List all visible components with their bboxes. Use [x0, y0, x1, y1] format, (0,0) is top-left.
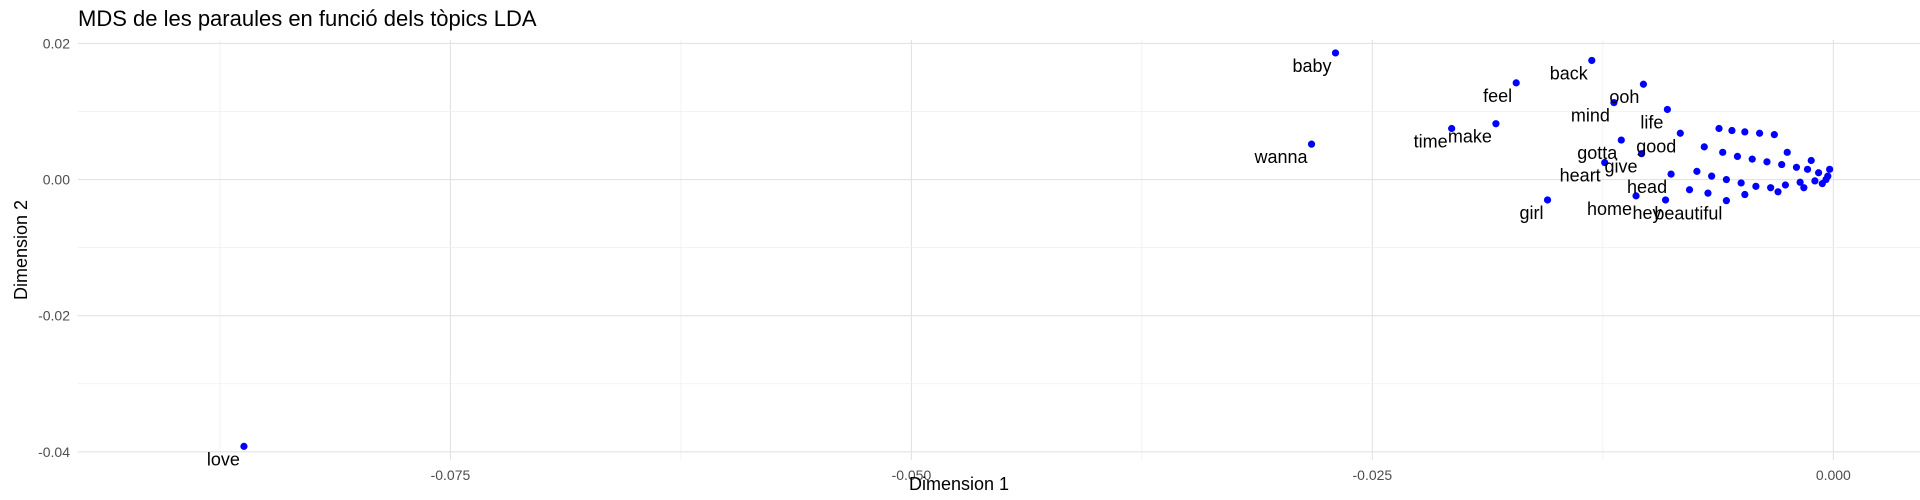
data-point	[1588, 56, 1596, 65]
word-label: hey	[1633, 203, 1662, 223]
word-label: back	[1550, 63, 1589, 83]
data-point	[1803, 165, 1812, 173]
data-point	[1667, 170, 1675, 178]
y-tick-labels: 0.02 0.00 -0.02 -0.04	[38, 35, 70, 459]
data-point	[1492, 120, 1500, 128]
word-label: make	[1448, 127, 1492, 147]
data-point	[1700, 143, 1708, 151]
word-label: life	[1640, 112, 1663, 132]
word-label: time	[1414, 131, 1448, 151]
data-point	[1770, 131, 1778, 139]
word-label: love	[207, 449, 240, 469]
data-point	[1617, 136, 1625, 144]
data-point	[1331, 49, 1340, 57]
y-tick-label: 0.00	[43, 172, 70, 188]
word-label: mind	[1571, 106, 1610, 126]
word-label: heart	[1560, 166, 1601, 186]
word-label: good	[1636, 136, 1676, 156]
data-point	[1715, 124, 1723, 133]
data-point	[1800, 184, 1808, 192]
data-point	[1763, 158, 1771, 166]
y-tick-label: -0.02	[38, 308, 70, 324]
word-label: give	[1605, 157, 1638, 177]
data-point	[240, 442, 248, 450]
word-label: feel	[1483, 86, 1512, 106]
data-point	[1632, 192, 1640, 200]
data-point	[1512, 79, 1520, 87]
data-point	[1661, 196, 1670, 204]
x-tick-label: 0.000	[1816, 467, 1851, 483]
x-tick-labels: -0.075 -0.050 -0.025 0.000	[431, 467, 1851, 483]
data-point	[1719, 148, 1727, 156]
word-label: beautiful	[1654, 204, 1722, 224]
data-point	[1792, 163, 1801, 171]
data-point	[1637, 150, 1646, 158]
y-tick-label: 0.02	[43, 35, 70, 51]
data-point	[1307, 140, 1316, 148]
data-point	[1818, 180, 1826, 188]
data-point	[1767, 184, 1775, 192]
data-point	[1814, 169, 1823, 177]
data-point	[1796, 178, 1804, 186]
x-tick-label: -0.050	[892, 467, 932, 483]
y-tick-label: -0.04	[38, 444, 70, 460]
data-point	[1737, 179, 1745, 187]
data-point	[1728, 126, 1736, 135]
data-point	[1778, 160, 1786, 169]
x-tick-label: -0.075	[431, 467, 471, 483]
data-point	[1755, 129, 1764, 137]
y-axis-title: Dimension 2	[11, 200, 31, 300]
word-label: home	[1587, 199, 1632, 219]
data-point	[1676, 129, 1684, 137]
points-layer	[240, 49, 1834, 450]
word-label: girl	[1520, 203, 1544, 223]
data-point	[1722, 197, 1730, 205]
data-point	[1733, 152, 1742, 161]
data-point	[1748, 155, 1756, 163]
data-point	[1781, 181, 1789, 189]
data-point	[1752, 182, 1760, 190]
data-point	[1807, 156, 1815, 165]
x-tick-label: -0.025	[1353, 467, 1393, 483]
x-axis-title: Dimension 1	[909, 474, 1009, 494]
grid-layer	[78, 40, 1920, 460]
data-point	[1543, 196, 1552, 204]
data-point	[1693, 167, 1701, 175]
data-point	[1704, 189, 1712, 197]
data-point	[1708, 172, 1716, 180]
data-point	[1610, 99, 1618, 107]
data-point	[1783, 148, 1791, 156]
word-label: gotta	[1577, 143, 1618, 163]
data-point	[1741, 190, 1749, 199]
data-point	[1663, 105, 1671, 114]
data-point	[1811, 177, 1819, 185]
data-point	[1601, 158, 1609, 167]
data-point	[1448, 124, 1456, 133]
data-point	[1826, 165, 1834, 173]
word-label: baby	[1292, 56, 1331, 76]
chart-title: MDS de les paraules en funció dels tòpic…	[78, 6, 537, 31]
data-point	[1722, 175, 1730, 184]
word-label: ooh	[1609, 87, 1639, 107]
word-label: head	[1627, 177, 1667, 197]
data-point	[1685, 186, 1694, 194]
data-point	[1741, 128, 1749, 136]
data-point	[1774, 188, 1782, 196]
data-point	[1639, 80, 1648, 88]
word-label: wanna	[1253, 147, 1308, 167]
